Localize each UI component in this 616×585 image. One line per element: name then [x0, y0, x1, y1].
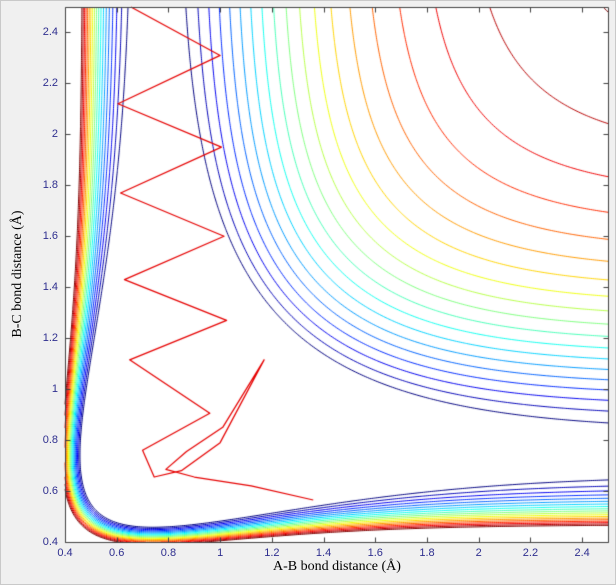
x-tick-label: 0.4	[57, 547, 73, 559]
x-tick-label: 2.4	[574, 547, 590, 559]
y-tick-label: 0.4	[42, 536, 58, 548]
y-tick-label: 1.8	[42, 179, 58, 192]
y-tick-label: 2.2	[42, 77, 58, 90]
y-axis-label: B-C bond distance (Å)	[10, 210, 25, 338]
x-tick-label: 0.6	[109, 547, 125, 559]
x-tick-label: 2	[475, 547, 482, 559]
x-tick-label: 1.6	[367, 547, 383, 559]
x-tick-label: 1.2	[264, 547, 280, 559]
x-axis-label: A-B bond distance (Å)	[273, 559, 401, 574]
x-tick-label: 2.2	[522, 547, 539, 559]
y-tick-label: 0.8	[42, 434, 58, 447]
x-tick-label: 1	[217, 547, 224, 559]
x-tick-label: 1.8	[419, 547, 435, 559]
y-tick-label: 2	[51, 128, 58, 141]
x-tick-label: 0.8	[160, 547, 177, 559]
y-tick-label: 1.2	[42, 332, 58, 345]
y-tick-label: 1.4	[42, 281, 58, 294]
y-tick-label: 1.6	[42, 230, 58, 243]
y-tick-label: 2.4	[42, 26, 58, 39]
y-tick-label: 0.6	[42, 485, 58, 498]
x-tick-label: 1.4	[315, 547, 332, 559]
y-tick-label: 1	[51, 383, 58, 396]
